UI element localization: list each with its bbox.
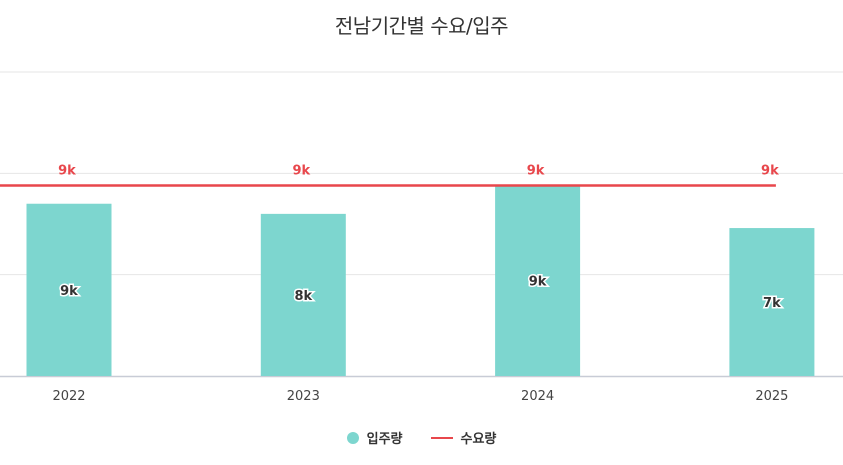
x-tick-label-2022: 2022 [52, 389, 85, 404]
bar-2023[interactable] [260, 213, 346, 376]
x-tick-label-2024: 2024 [521, 389, 554, 404]
bar-2024[interactable] [495, 185, 581, 376]
bar-2025[interactable] [729, 228, 815, 376]
legend-label-bar-series: 입주량 [366, 432, 403, 447]
legend-item-line-series[interactable]: 수요량 [430, 428, 497, 447]
bar-label-2025: 7k [763, 296, 781, 311]
chart-title: 전남기간별 수요/입주 [334, 14, 509, 38]
x-tick-label-2025: 2025 [755, 389, 788, 404]
bar-label-2024: 9k [529, 275, 547, 290]
legend-line-icon [430, 436, 453, 439]
bar-2022[interactable] [26, 203, 112, 376]
line-label-2022: 9k [58, 163, 76, 178]
bar-label-2023: 8k [294, 289, 312, 304]
line-label-2024: 9k [527, 163, 545, 178]
legend-dot-icon [346, 431, 359, 444]
legend-item-bar-series[interactable]: 입주량 [346, 428, 403, 447]
legend-label-line-series: 수요량 [460, 432, 497, 447]
bar-label-2022: 9k [60, 284, 78, 299]
x-tick-label-2023: 2023 [287, 389, 320, 404]
line-label-2023: 9k [292, 163, 310, 178]
line-label-2025: 9k [761, 163, 779, 178]
chart-legend: 입주량 수요량 [0, 428, 843, 447]
